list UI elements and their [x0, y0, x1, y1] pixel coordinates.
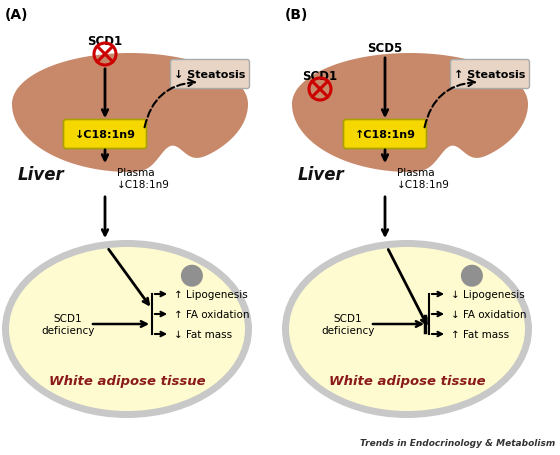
Text: SCD1
deficiency: SCD1 deficiency [41, 313, 95, 335]
Circle shape [181, 265, 203, 287]
Text: (A): (A) [5, 8, 29, 22]
Text: Plasma: Plasma [117, 167, 155, 177]
Text: SCD1: SCD1 [302, 69, 338, 82]
Text: Liver: Liver [298, 166, 345, 184]
Text: SCD1
deficiency: SCD1 deficiency [321, 313, 375, 335]
Text: SCD1: SCD1 [87, 35, 123, 47]
Circle shape [461, 265, 483, 287]
Text: White adipose tissue: White adipose tissue [49, 374, 206, 388]
Text: ↓C18:1n9: ↓C18:1n9 [74, 130, 136, 140]
FancyArrowPatch shape [424, 80, 475, 128]
Text: ↑ Lipogenesis: ↑ Lipogenesis [174, 289, 248, 299]
FancyBboxPatch shape [63, 120, 147, 149]
Text: ↑ Steatosis: ↑ Steatosis [454, 70, 526, 80]
Text: White adipose tissue: White adipose tissue [329, 374, 486, 388]
Text: Trends in Endocrinology & Metabolism: Trends in Endocrinology & Metabolism [360, 438, 555, 447]
Text: SCD5: SCD5 [367, 41, 403, 55]
Text: Plasma: Plasma [397, 167, 435, 177]
FancyArrowPatch shape [144, 80, 195, 128]
FancyBboxPatch shape [450, 61, 530, 89]
Ellipse shape [289, 248, 525, 411]
Ellipse shape [282, 241, 532, 418]
Text: ↓ FA oxidation: ↓ FA oxidation [451, 309, 526, 319]
Text: ↓ Lipogenesis: ↓ Lipogenesis [451, 289, 525, 299]
Polygon shape [12, 54, 248, 172]
Ellipse shape [2, 241, 252, 418]
Text: ↑ Fat mass: ↑ Fat mass [451, 329, 509, 339]
Text: ↓ Steatosis: ↓ Steatosis [174, 70, 246, 80]
Polygon shape [292, 54, 528, 172]
Text: ↑ FA oxidation: ↑ FA oxidation [174, 309, 250, 319]
Text: ↓C18:1n9: ↓C18:1n9 [117, 180, 170, 190]
FancyBboxPatch shape [343, 120, 427, 149]
Ellipse shape [9, 248, 245, 411]
Text: ↓ Fat mass: ↓ Fat mass [174, 329, 232, 339]
Text: ↑C18:1n9: ↑C18:1n9 [354, 130, 416, 140]
FancyBboxPatch shape [170, 61, 250, 89]
Text: Liver: Liver [18, 166, 65, 184]
Text: (B): (B) [285, 8, 309, 22]
Text: ↓C18:1n9: ↓C18:1n9 [397, 180, 450, 190]
